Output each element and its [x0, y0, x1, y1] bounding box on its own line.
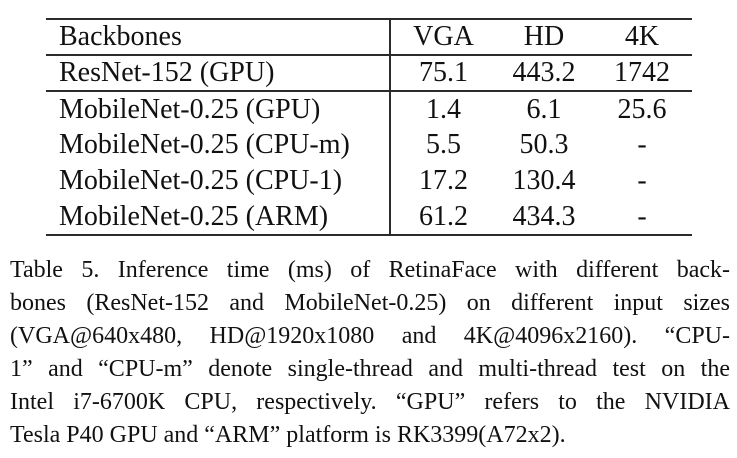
- table-row-mobilenet-gpu: MobileNet-0.25 (GPU) 1.4 6.1 25.6: [46, 91, 692, 127]
- cell-hd: 130.4: [512, 165, 576, 196]
- caption-line: bones (ResNet-152 and MobileNet-0.25) on…: [10, 290, 730, 316]
- cell-backbone: MobileNet-0.25 (CPU-m): [46, 127, 391, 163]
- cell-4k: -: [637, 129, 647, 160]
- cell-hd: 443.2: [512, 57, 576, 88]
- cell-4k: -: [637, 200, 647, 232]
- column-header-hd: HD: [523, 21, 565, 52]
- cell-backbone: MobileNet-0.25 (ARM): [46, 199, 391, 235]
- inference-time-table: Backbones VGA HD 4K ResNet-152 (GPU) 75.…: [46, 18, 692, 236]
- caption-line: Intel i7-6700K CPU, respectively. “GPU” …: [10, 389, 730, 415]
- cell-backbone: MobileNet-0.25 (GPU): [46, 91, 391, 127]
- cell-hd: 434.3: [512, 200, 576, 232]
- column-header-backbones: Backbones: [46, 19, 391, 55]
- cell-4k: -: [637, 165, 647, 196]
- column-header-4k: 4K: [624, 21, 660, 52]
- cell-vga: 75.1: [419, 57, 468, 88]
- table-row-mobilenet-cpu-1: MobileNet-0.25 (CPU-1) 17.2 130.4 -: [46, 163, 692, 199]
- table-header-row: Backbones VGA HD 4K: [46, 19, 692, 55]
- cell-4k: 1742: [614, 57, 670, 88]
- column-header-vga: VGA: [413, 21, 474, 52]
- cell-hd: 6.1: [526, 93, 562, 125]
- cell-backbone: MobileNet-0.25 (CPU-1): [46, 163, 391, 199]
- cell-vga: 5.5: [426, 129, 461, 160]
- caption-line: (VGA@640x480, HD@1920x1080 and 4K@4096x2…: [10, 323, 730, 349]
- cell-backbone: ResNet-152 (GPU): [46, 55, 391, 91]
- cell-vga: 1.4: [426, 93, 461, 125]
- table-row-resnet152-gpu: ResNet-152 (GPU) 75.1 443.2 1742: [46, 55, 692, 91]
- table-row-mobilenet-arm: MobileNet-0.25 (ARM) 61.2 434.3 -: [46, 199, 692, 235]
- cell-4k: 25.6: [617, 93, 667, 125]
- caption-line: Tesla P40 GPU and “ARM” platform is RK33…: [10, 422, 566, 448]
- table-row-mobilenet-cpu-m: MobileNet-0.25 (CPU-m) 5.5 50.3 -: [46, 127, 692, 163]
- table-caption: Table 5. Inference time (ms) of RetinaFa…: [10, 254, 730, 452]
- cell-hd: 50.3: [519, 129, 569, 160]
- cell-vga: 61.2: [419, 200, 468, 232]
- cell-vga: 17.2: [419, 165, 468, 196]
- caption-line: 1” and “CPU-m” denote single-thread and …: [10, 356, 730, 382]
- caption-line: Table 5. Inference time (ms) of RetinaFa…: [10, 257, 730, 283]
